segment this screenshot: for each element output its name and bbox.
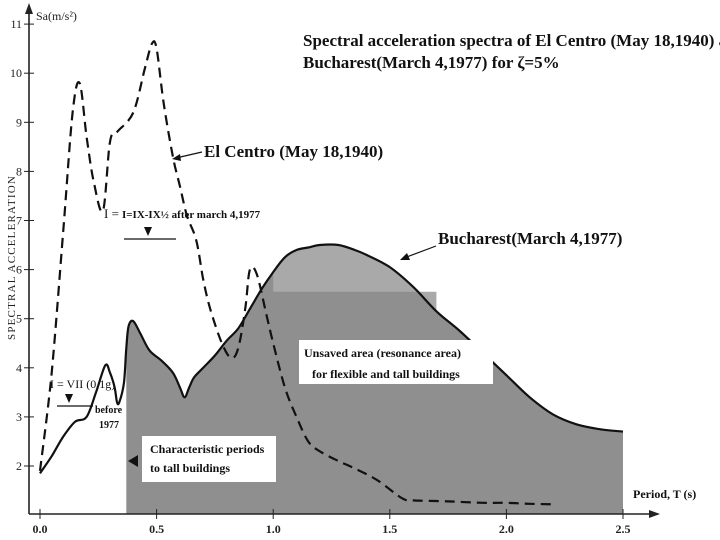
x-ticks: 0.0 0.5 1.0 1.5 2.0 2.5 — [33, 509, 631, 536]
bucharest-shaded-area-upper — [273, 244, 437, 312]
unsaved-area-line-2: for flexible and tall buildings — [312, 367, 460, 381]
y-axis-arrow — [25, 3, 33, 14]
characteristic-periods-box — [142, 436, 276, 482]
chart-title-line-2: Bucharest(March 4,1977) for ζ=5% — [303, 53, 560, 72]
y-tick-label: 3 — [16, 410, 22, 424]
x-tick-label: 1.0 — [266, 522, 281, 536]
y-unit-label: Sa(m/s²) — [36, 9, 77, 23]
x-tick-label: 1.5 — [382, 522, 397, 536]
y-tick-label: 4 — [16, 361, 22, 375]
intensity-high-label: I=IX-IX½ after march 4,1977 — [122, 209, 261, 221]
y-tick-label: 7 — [16, 214, 22, 228]
intensity-low-marker — [65, 394, 73, 403]
unsaved-area-box — [299, 340, 493, 384]
before-1977-line-2: 1977 — [99, 420, 119, 431]
characteristic-periods-line-1: Characteristic periods — [150, 442, 265, 456]
chart-title-line-1: Spectral acceleration spectra of El Cent… — [303, 31, 720, 50]
el-centro-label: El Centro (May 18,1940) — [204, 142, 383, 161]
intensity-high-marker — [144, 227, 152, 236]
y-axis-label: SPECTRAL ACCELERATION — [6, 175, 18, 340]
y-tick-label: 6 — [16, 263, 22, 277]
intensity-low-label: I = VII (0,1g) — [50, 377, 115, 391]
y-tick-label: 8 — [16, 164, 22, 178]
bucharest-label: Bucharest(March 4,1977) — [438, 229, 622, 248]
el-centro-pointer-head — [172, 154, 181, 161]
x-tick-label: 2.0 — [499, 522, 514, 536]
characteristic-periods-arrow — [128, 455, 138, 467]
x-axis-label: Period, T (s) — [633, 487, 696, 501]
bucharest-pointer — [403, 245, 437, 259]
x-axis-arrow — [649, 510, 660, 518]
x-tick-label: 0.5 — [149, 522, 164, 536]
x-tick-label: 0.0 — [33, 522, 48, 536]
intensity-high-prefix: I = — [104, 206, 119, 221]
series-line-el-centro — [38, 40, 554, 506]
before-1977-line-1: before — [95, 405, 123, 416]
characteristic-periods-line-2: to tall buildings — [150, 461, 230, 475]
y-tick-label: 2 — [16, 459, 22, 473]
series-line-bucharest — [39, 243, 624, 475]
y-tick-label: 5 — [16, 312, 22, 326]
y-tick-label: 9 — [16, 115, 22, 129]
y-tick-label: 10 — [10, 66, 22, 80]
y-tick-label: 11 — [10, 17, 22, 31]
unsaved-area-line-1: Unsaved area (resonance area) — [304, 346, 461, 360]
y-ticks: 2 3 4 5 6 7 8 9 10 11 — [10, 17, 34, 473]
bucharest-pointer-head — [400, 253, 410, 260]
x-tick-label: 2.5 — [616, 522, 631, 536]
